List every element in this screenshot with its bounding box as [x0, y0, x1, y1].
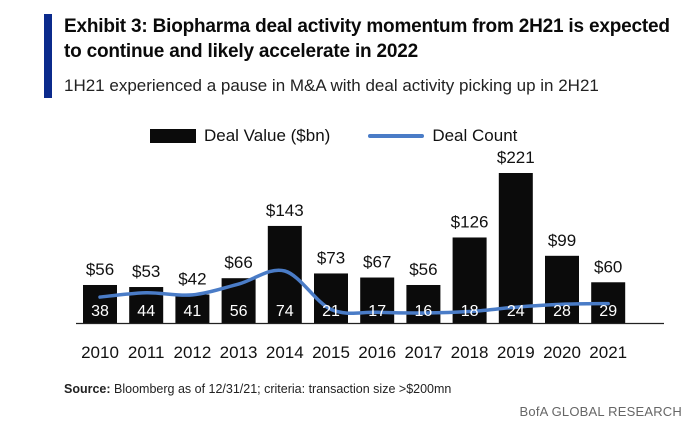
bar-2016	[360, 277, 395, 323]
deal-count-label-2010: 38	[91, 303, 109, 320]
deal-count-label-2016: 17	[368, 303, 386, 320]
bar-2012	[175, 294, 210, 323]
bar-2017	[406, 284, 441, 323]
bar-value-label-2017: $56	[409, 260, 437, 279]
bar-2014	[267, 225, 302, 323]
bar-2015	[314, 273, 348, 323]
deal-count-label-2020: 28	[553, 303, 571, 320]
brand-label: BofA GLOBAL RESEARCH	[519, 404, 682, 419]
bar-value-label-2016: $67	[363, 253, 391, 272]
chart-subtitle: 1H21 experienced a pause in M&A with dea…	[64, 76, 599, 95]
deal-count-label-2019: 24	[507, 303, 525, 320]
source-note: Source: Bloomberg as of 12/31/21; criter…	[64, 382, 451, 396]
x-tick-label-2015: 2015	[312, 343, 350, 362]
bar-value-label-2013: $66	[224, 253, 252, 272]
deal-count-line	[98, 268, 610, 315]
deal-count-label-2011: 44	[137, 303, 155, 320]
deal-count-label-2018: 18	[461, 303, 479, 320]
x-tick-label-2020: 2020	[543, 343, 581, 362]
bar-2020	[545, 255, 579, 323]
x-tick-label-2013: 2013	[220, 343, 258, 362]
x-tick-label-2011: 2011	[128, 343, 165, 362]
bar-value-label-2021: $60	[594, 257, 622, 276]
x-tick-label-2018: 2018	[451, 343, 489, 362]
bar-value-label-2019: $221	[497, 148, 535, 167]
bar-value-label-2018: $126	[451, 212, 489, 231]
bar-value-label-2011: $53	[132, 262, 160, 281]
x-tick-label-2016: 2016	[358, 343, 396, 362]
bar-2018	[452, 237, 487, 323]
deal-count-label-2015: 21	[322, 303, 340, 320]
deal-count-label-2021: 29	[599, 303, 617, 320]
x-tick-label-2021: 2021	[589, 343, 627, 362]
deal-count-label-2012: 41	[184, 303, 202, 320]
legend-label-deal-count: Deal Count	[432, 126, 518, 145]
deal-count-label-2014: 74	[276, 303, 294, 320]
bar-value-label-2010: $56	[86, 260, 114, 279]
chart-title: Exhibit 3: Biopharma deal activity momen…	[64, 16, 670, 62]
source-label: Source:	[64, 382, 111, 396]
deal-count-label-2013: 56	[230, 303, 248, 320]
x-tick-label-2019: 2019	[497, 343, 535, 362]
source-text: Bloomberg as of 12/31/21; criteria: tran…	[110, 382, 452, 396]
deal-count-label-2017: 16	[415, 303, 433, 320]
x-tick-label-2017: 2017	[404, 343, 442, 362]
bar-value-label-2020: $99	[548, 231, 576, 250]
bar-value-label-2014: $143	[266, 201, 304, 220]
bar-value-label-2012: $42	[178, 269, 206, 288]
legend-swatch-deal-count	[368, 134, 425, 138]
accent-bar	[44, 14, 52, 98]
x-tick-label-2012: 2012	[173, 343, 211, 362]
bar-value-label-2015: $73	[317, 248, 345, 267]
bar-2010	[83, 284, 117, 323]
x-tick-label-2010: 2010	[81, 343, 119, 362]
x-tick-label-2014: 2014	[266, 343, 304, 362]
bar-2019	[498, 173, 533, 323]
legend-label-deal-value: Deal Value ($bn)	[204, 126, 331, 145]
legend-swatch-deal-value	[150, 129, 196, 143]
chart-legend: Deal Value ($bn) Deal Count	[150, 124, 517, 148]
